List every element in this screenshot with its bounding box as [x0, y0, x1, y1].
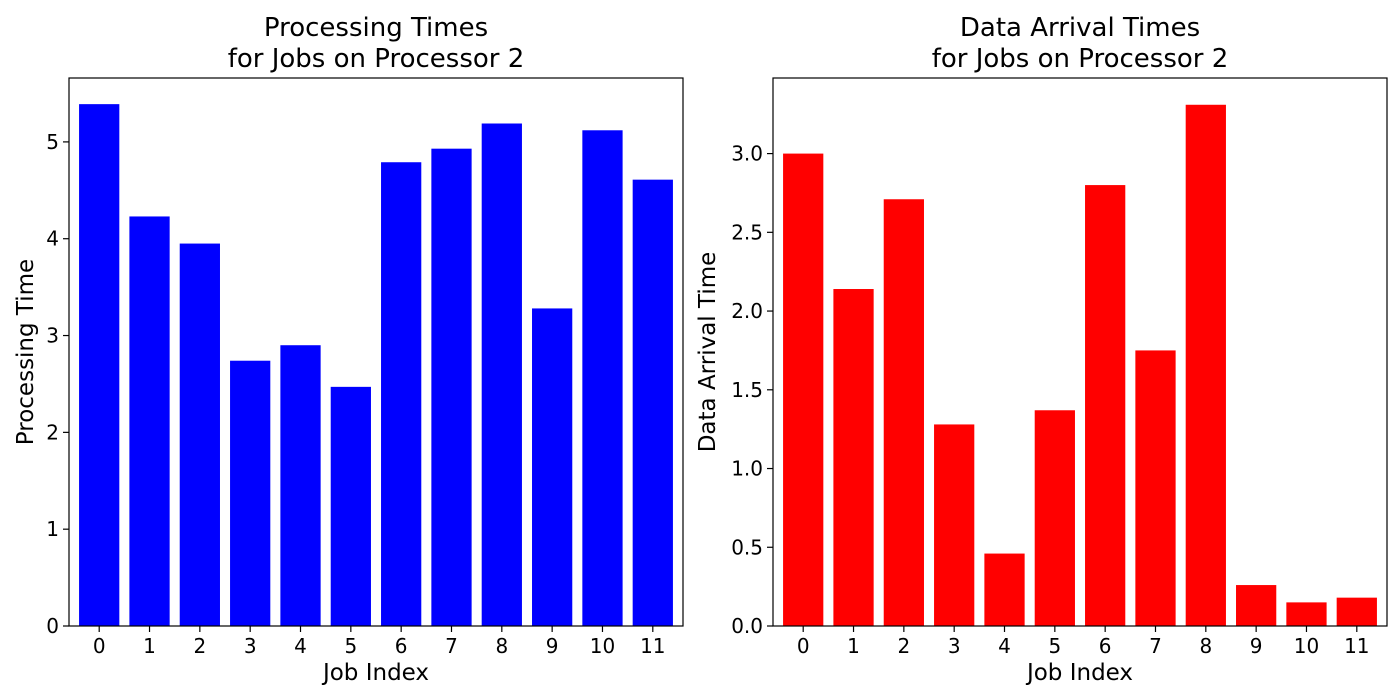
x-tick-label: 8	[495, 634, 508, 658]
bar	[230, 360, 271, 626]
x-tick-label: 10	[1294, 634, 1319, 658]
x-tick-label: 5	[344, 634, 357, 658]
x-tick-label: 0	[93, 634, 106, 658]
y-tick-label: 1	[46, 517, 59, 541]
x-tick-label: 7	[445, 634, 458, 658]
y-tick-label: 3.0	[731, 142, 763, 166]
x-axis-label: Job Index	[1025, 660, 1133, 686]
bar	[783, 153, 824, 626]
processing-times-chart: 0 1 2 3 4 5 6 7 8 9 10 11 0 1 2 3 4 5 Processing Timesfor …	[13, 13, 684, 686]
x-tick-label: 9	[546, 634, 559, 658]
chart-title-line: Processing Times	[264, 13, 488, 43]
bar	[833, 289, 874, 626]
y-tick-label: 4	[46, 227, 59, 251]
x-tick-label: 4	[998, 634, 1011, 658]
y-axis-label: Data Arrival Time	[695, 252, 721, 453]
x-tick-label: 6	[395, 634, 408, 658]
chart-title-line: Data Arrival Times	[960, 13, 1200, 43]
x-tick-label: 11	[1344, 634, 1369, 658]
y-tick-label: 0.5	[731, 535, 763, 559]
bar	[179, 243, 220, 627]
y-tick-label: 1.0	[731, 457, 763, 481]
plot-frame	[772, 77, 1388, 627]
x-tick-label: 4	[294, 634, 307, 658]
bar	[431, 148, 472, 626]
chart-title-line: for Jobs on Processor 2	[932, 44, 1229, 74]
bar	[1135, 350, 1176, 626]
x-axis-label: Job Index	[321, 660, 429, 686]
plot-frame	[68, 77, 684, 627]
bar	[381, 162, 422, 626]
x-tick-label: 2	[193, 634, 206, 658]
bar	[934, 424, 975, 626]
x-tick-label: 1	[143, 634, 156, 658]
bar	[481, 123, 522, 626]
data-arrival-times-chart: 0 1 2 3 4 5 6 7 8 9 10 11 0.0 0.5 1.0 1.5 2.0 2.5 3.0 Data …	[695, 13, 1388, 686]
bar	[1286, 602, 1327, 626]
bar	[129, 216, 170, 626]
y-tick-label: 3	[46, 324, 59, 348]
x-tick-label: 3	[244, 634, 257, 658]
bar	[280, 345, 321, 626]
x-tick-label: 10	[590, 634, 615, 658]
x-tick-label: 2	[897, 634, 910, 658]
bar	[1185, 104, 1226, 626]
x-tick-label: 0	[797, 634, 810, 658]
y-tick-label: 0.0	[731, 614, 763, 638]
y-axis-label: Processing Time	[13, 259, 39, 445]
y-tick-label: 2.5	[731, 220, 763, 244]
bar	[1085, 185, 1126, 627]
x-tick-label: 1	[847, 634, 860, 658]
x-tick-label: 7	[1149, 634, 1162, 658]
bar	[1336, 597, 1377, 626]
bar	[79, 104, 120, 626]
bar	[532, 308, 573, 626]
x-tick-label: 3	[948, 634, 961, 658]
bar	[632, 179, 673, 627]
bar	[1034, 410, 1075, 626]
bar	[1236, 585, 1277, 626]
bar	[984, 553, 1025, 626]
chart-title-line: for Jobs on Processor 2	[228, 44, 525, 74]
bar	[330, 386, 371, 626]
y-tick-label: 5	[46, 130, 59, 154]
y-tick-label: 1.5	[731, 378, 763, 402]
y-tick-label: 2	[46, 420, 59, 444]
y-tick-label: 0	[46, 614, 59, 638]
x-tick-label: 5	[1048, 634, 1061, 658]
x-tick-label: 8	[1199, 634, 1212, 658]
y-tick-label: 2.0	[731, 299, 763, 323]
x-tick-label: 11	[640, 634, 665, 658]
x-tick-label: 9	[1250, 634, 1263, 658]
bar	[582, 130, 623, 626]
x-tick-label: 6	[1099, 634, 1112, 658]
bar	[883, 199, 924, 626]
